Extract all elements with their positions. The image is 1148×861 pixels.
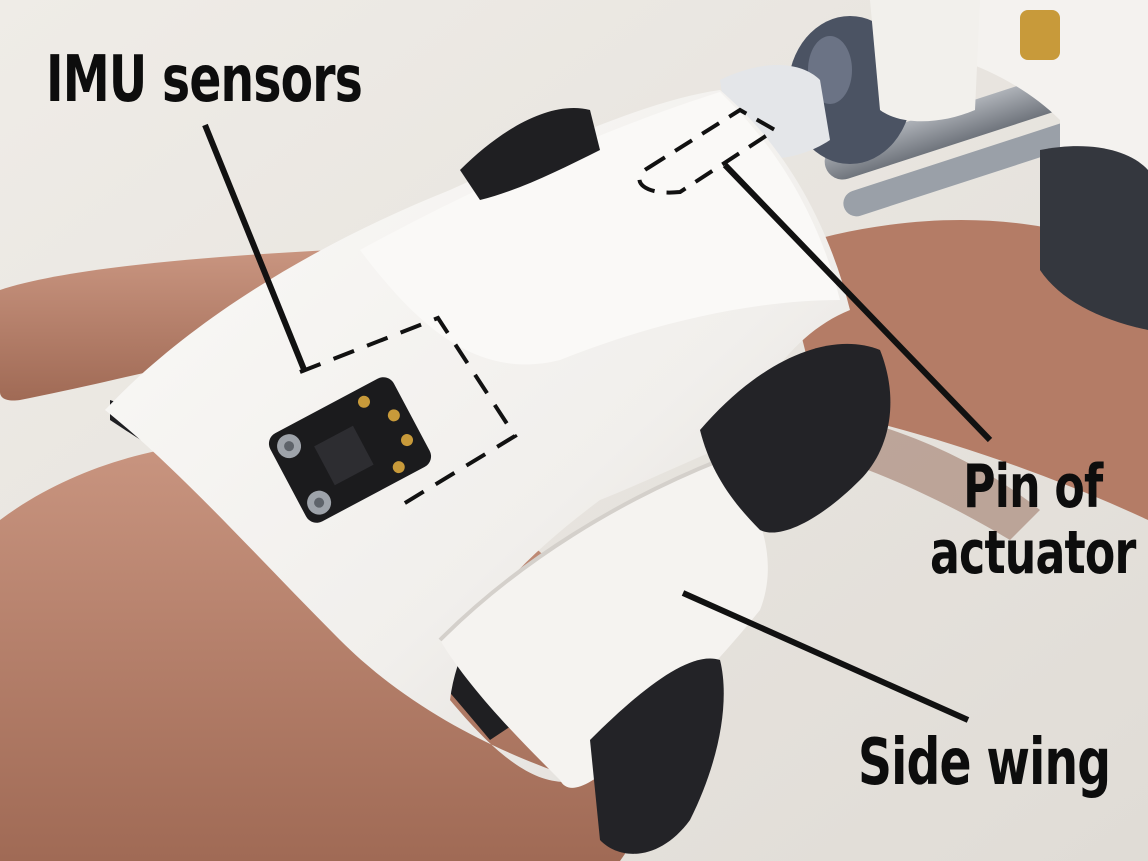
pin-label-line-2: actuator <box>930 518 1136 588</box>
side-wing-label: Side wing <box>858 726 1111 800</box>
imu-leader-line <box>202 123 308 374</box>
pin-dashed-box <box>637 107 779 195</box>
side-wing-edge <box>438 458 721 642</box>
side-wing <box>440 460 768 788</box>
actuator-top-sleeve <box>870 0 980 122</box>
pin-label-line-1: Pin of <box>963 452 1103 522</box>
imu-dashed-box <box>299 315 518 508</box>
wrist-shadow <box>840 420 1040 540</box>
pin-of-actuator-label: Pin of actuator <box>930 452 1136 588</box>
imu-sensors-label: IMU sensors <box>46 43 363 117</box>
velcro-strap-right <box>700 343 891 533</box>
pin-leader-line <box>722 162 993 443</box>
velcro-strap-top <box>460 108 600 200</box>
actuator-rod-2 <box>843 118 1092 217</box>
actuator-dark-block <box>1040 146 1148 330</box>
velcro-strap-bottom <box>590 658 724 854</box>
imu-board <box>268 377 432 523</box>
side-wing-leader-line <box>681 590 970 723</box>
wrist <box>780 220 1148 520</box>
brace-top-surface <box>360 92 840 365</box>
brass-fitting <box>1020 10 1060 60</box>
